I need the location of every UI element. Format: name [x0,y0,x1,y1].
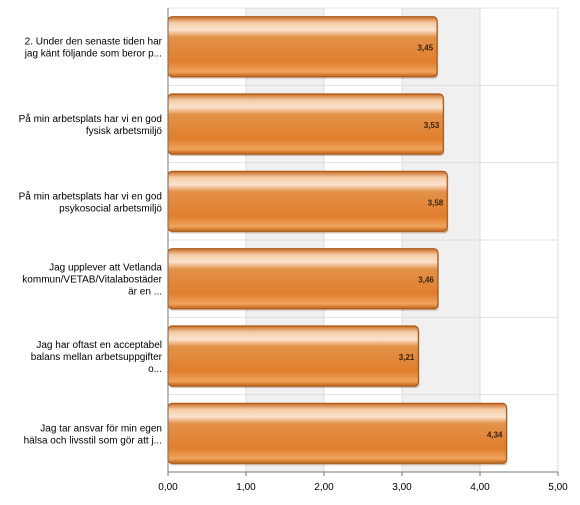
category-label: Jag upplever att Vetlanda kommun/VETAB/Vi… [22,263,162,298]
category-label-line: fysisk arbetsmiljö [86,126,163,137]
bar [167,248,439,310]
bar-value-label: 3,58 [428,198,444,207]
bar [167,93,444,155]
category-label: På min arbetsplats har vi en god psykosoc… [19,190,163,214]
category-label: 2. Under den senaste tiden har jag känt f… [24,37,163,60]
x-tick-label: 2,00 [314,482,334,493]
category-label-line: balans mellan arbetsuppgifter [31,352,163,363]
category-label-line: är en ... [128,287,162,298]
category-label: Jag tar ansvar för min egen hälsa och liv… [24,423,162,446]
bar-value-label: 3,21 [399,353,415,362]
category-label-line: 2. Under den senaste tiden har [25,37,163,48]
category-label-line: På min arbetsplats har vi en god [19,113,162,125]
x-tick-label: 3,00 [392,482,412,493]
bar-value-label: 3,53 [424,121,440,130]
bar-value-label: 3,46 [418,276,434,285]
category-label-line: Jag har oftast en acceptabel [36,340,162,351]
category-label-line: Jag upplever att Vetlanda [49,263,162,274]
category-label-line: På min arbetsplats har vi en god [19,190,162,202]
category-label: På min arbetsplats har vi en god fysisk a… [19,113,163,137]
bar [167,16,438,78]
bar [167,325,419,387]
x-tick-label: 5,00 [548,482,568,493]
category-label-line: kommun/VETAB/Vitalabostäder [22,275,162,286]
category-label-line: o... [148,364,162,375]
category-label-line: psykosocial arbetsmiljö [59,203,162,214]
bar-value-label: 3,45 [418,44,434,53]
x-tick-label: 1,00 [236,482,256,493]
category-label: Jag har oftast en acceptabel balans mella… [31,340,163,375]
category-label-line: jag känt följande som beror p... [24,49,162,60]
bar [167,402,508,464]
bar [167,170,448,232]
category-label-line: Jag tar ansvar för min egen [40,423,162,434]
bar-value-label: 4,34 [487,430,503,439]
category-label-line: hälsa och livsstil som gör att j... [24,435,162,446]
x-tick-label: 0,00 [158,482,178,493]
x-tick-label: 4,00 [470,482,490,493]
